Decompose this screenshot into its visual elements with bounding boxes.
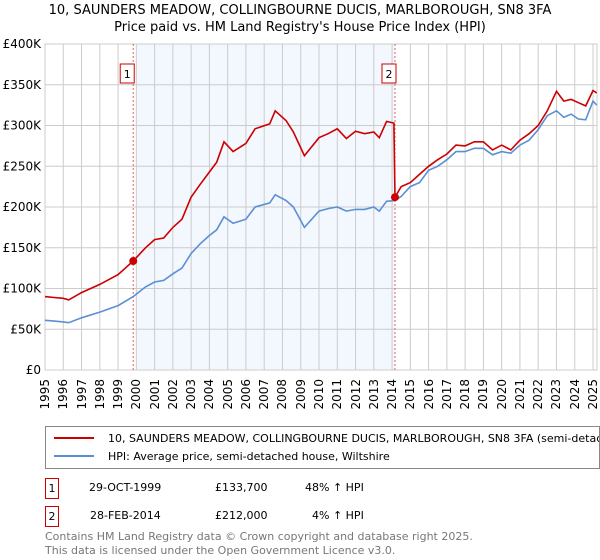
footer: Contains HM Land Registry data © Crown c… xyxy=(45,530,473,558)
x-tick-label: 2005 xyxy=(220,379,235,410)
x-tick-label: 2001 xyxy=(147,379,162,410)
plot-frame xyxy=(44,43,598,371)
legend-label: HPI: Average price, semi-detached house,… xyxy=(108,449,390,463)
annotation-label: 1 xyxy=(124,68,131,81)
x-tick-label: 2007 xyxy=(257,379,272,410)
transaction-date: 28-FEB-2014 xyxy=(90,509,161,522)
annotation-box xyxy=(119,63,135,84)
y-tick-label: £300K xyxy=(3,119,43,133)
chart-title: 10, SAUNDERS MEADOW, COLLINGBOURNE DUCIS… xyxy=(0,2,600,36)
x-tick-label: 2016 xyxy=(421,379,436,410)
x-tick-label: 1999 xyxy=(111,379,126,410)
transaction-price: £212,000 xyxy=(215,509,268,522)
legend: 10, SAUNDERS MEADOW, COLLINGBOURNE DUCIS… xyxy=(45,426,600,469)
x-tick-label: 2008 xyxy=(275,379,290,410)
legend-item-property: 10, SAUNDERS MEADOW, COLLINGBOURNE DUCIS… xyxy=(54,430,599,446)
transaction-price: £133,700 xyxy=(215,481,268,494)
x-tick-label: 2009 xyxy=(293,379,308,410)
y-tick-label: £350K xyxy=(3,78,43,92)
x-tick-label: 1996 xyxy=(56,379,71,410)
x-tick-label: 2017 xyxy=(439,379,454,410)
x-tick-label: 2025 xyxy=(586,379,600,410)
x-tick-label: 2018 xyxy=(458,379,473,410)
blue-line-swatch xyxy=(54,455,94,457)
sale-point xyxy=(129,257,138,266)
transaction-row: 1 29-OCT-1999 £133,700 48% ↑ HPI xyxy=(45,478,445,499)
property-series-line xyxy=(44,89,598,301)
x-tick-label: 2022 xyxy=(531,379,546,410)
x-tick-label: 2002 xyxy=(165,379,180,410)
x-tick-label: 2003 xyxy=(184,379,199,410)
x-tick-label: 2011 xyxy=(330,379,345,410)
x-tick-label: 2014 xyxy=(385,379,400,410)
transaction-hpi: 48% ↑ HPI xyxy=(305,481,364,494)
sale-point xyxy=(390,193,399,202)
price-chart: £0 £50K £100K £150K £200K £250K £300K £350K £400… xyxy=(3,37,598,377)
footer-line: Contains HM Land Registry data © Crown c… xyxy=(45,530,473,543)
x-tick-label: 2015 xyxy=(403,379,418,410)
x-tick-label: 2020 xyxy=(494,379,509,410)
x-tick-label: 1998 xyxy=(92,379,107,410)
y-tick-label: £0 xyxy=(26,363,41,377)
x-tick-label: 2013 xyxy=(366,379,381,410)
transaction-badge: 2 xyxy=(45,506,59,527)
x-tick-label: 2004 xyxy=(202,379,217,410)
red-line-swatch xyxy=(54,437,94,439)
y-tick-label: £50K xyxy=(10,322,42,336)
x-tick-label: 2010 xyxy=(312,379,326,410)
x-tick-label: 2006 xyxy=(238,379,253,410)
y-tick-label: £200K xyxy=(3,200,43,214)
legend-item-hpi: HPI: Average price, semi-detached house,… xyxy=(54,448,390,464)
y-tick-label: £400K xyxy=(3,37,43,51)
transaction-date: 29-OCT-1999 xyxy=(89,481,162,494)
x-tick-label: 2023 xyxy=(549,379,564,410)
y-tick-label: £150K xyxy=(3,241,43,255)
x-tick-label: 2021 xyxy=(512,379,527,410)
subtitle-line: Price paid vs. HM Land Registry's House … xyxy=(114,20,486,35)
transaction-badge: 1 xyxy=(45,478,59,499)
legend-label: 10, SAUNDERS MEADOW, COLLINGBOURNE DUCIS… xyxy=(108,431,599,445)
x-tick-label: 1997 xyxy=(74,379,89,410)
y-tick-label: £100K xyxy=(3,282,43,296)
x-tick-label: 2024 xyxy=(567,379,582,410)
y-tick-label: £250K xyxy=(3,159,43,173)
x-tick-label: 1995 xyxy=(38,379,52,410)
x-tick-label: 2019 xyxy=(476,379,491,410)
hpi-series-line xyxy=(44,99,598,324)
footer-line: This data is licensed under the Open Gov… xyxy=(45,544,396,557)
transaction-hpi: 4% ↑ HPI xyxy=(312,509,364,522)
annotation-label: 2 xyxy=(385,68,392,81)
x-tick-label: 2012 xyxy=(348,379,363,410)
title-line: 10, SAUNDERS MEADOW, COLLINGBOURNE DUCIS… xyxy=(48,3,552,18)
transaction-row: 2 28-FEB-2014 £212,000 4% ↑ HPI xyxy=(45,506,445,527)
annotation-box xyxy=(381,63,397,84)
x-tick-label: 2000 xyxy=(129,379,144,410)
